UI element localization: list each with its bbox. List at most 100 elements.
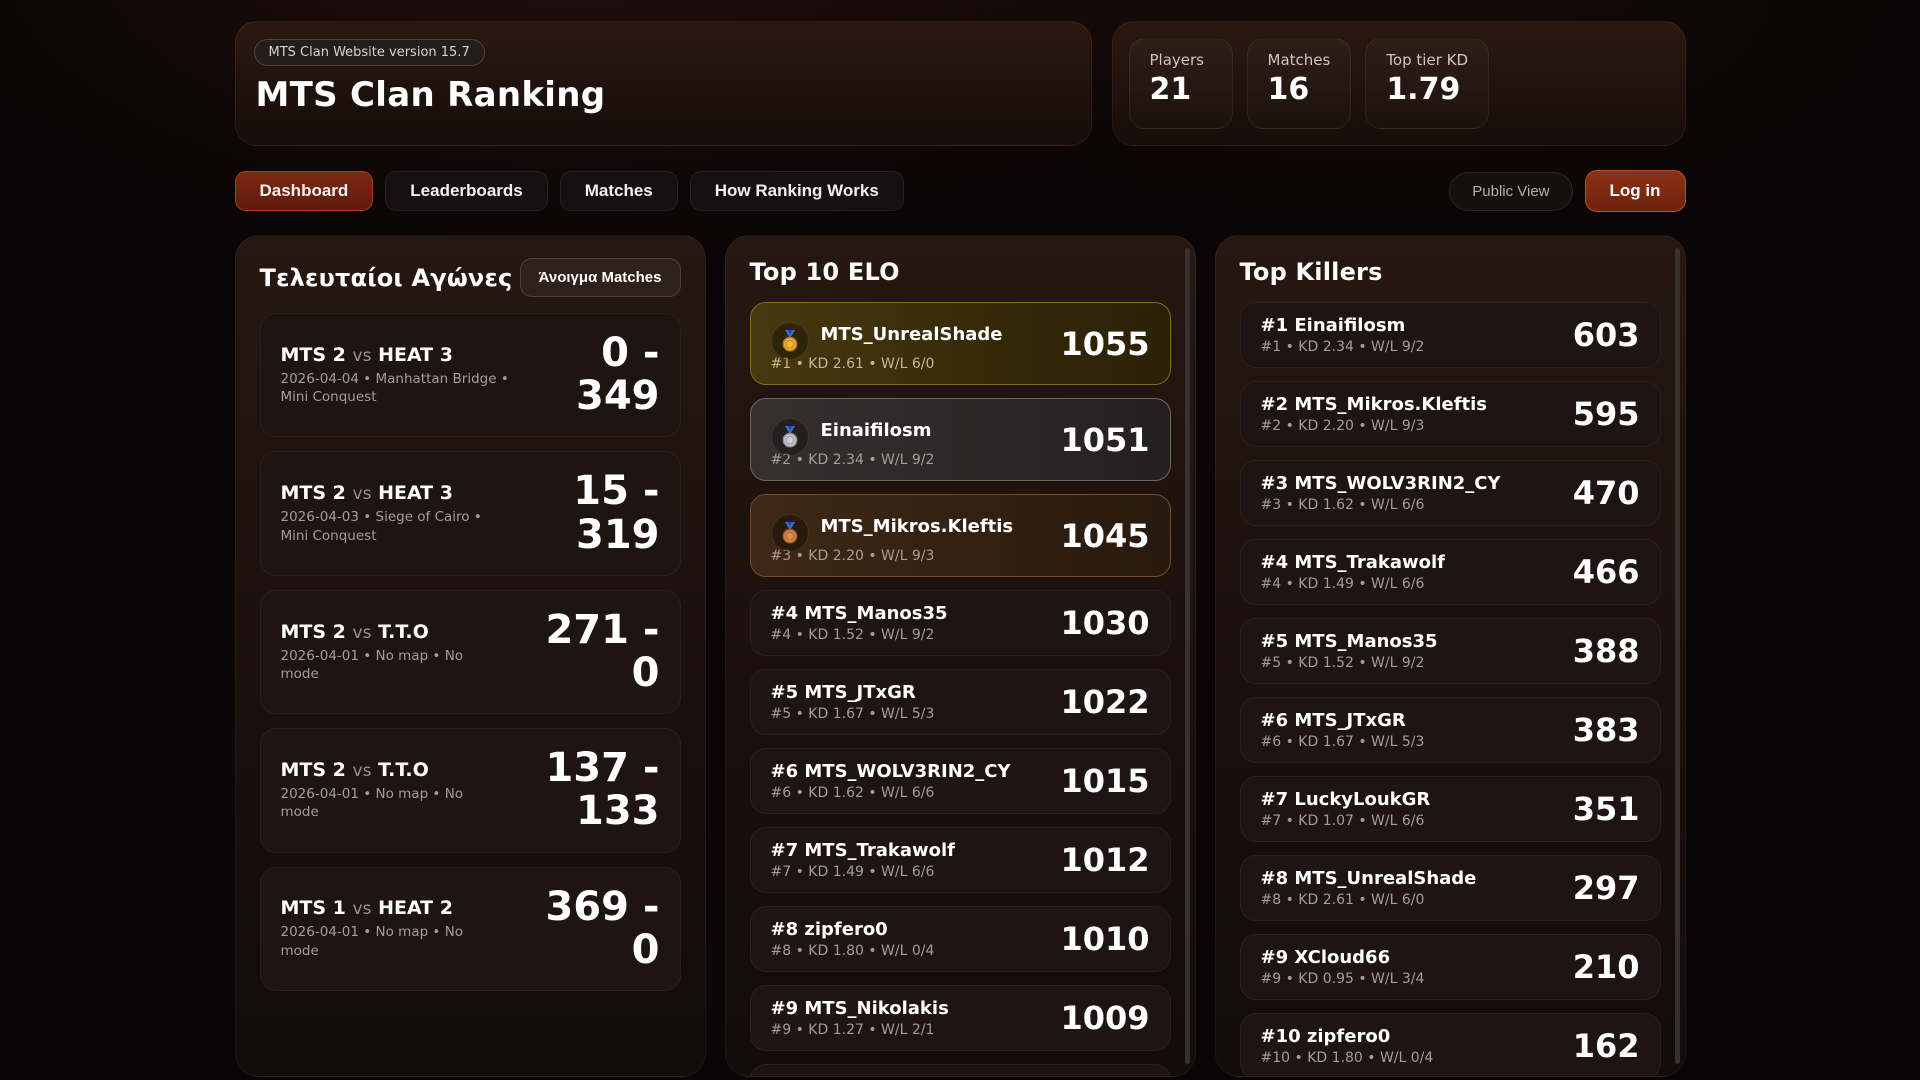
header-card: MTS Clan Website version 15.7 MTS Clan R… (234, 21, 1092, 146)
killer-row: #4 MTS_Trakawolf #4 • KD 1.49 • W/L 6/6 … (1239, 539, 1661, 605)
killer-row: #8 MTS_UnrealShade #8 • KD 2.61 • W/L 6/… (1239, 855, 1661, 921)
player-details: #2 • KD 2.34 • W/L 9/2 (770, 452, 935, 468)
killer-row: #6 MTS_JTxGR #6 • KD 1.67 • W/L 5/3 383 (1239, 697, 1661, 763)
player-details: #7 • KD 1.07 • W/L 6/6 (1260, 813, 1425, 829)
nav-tab[interactable]: How Ranking Works (689, 171, 904, 211)
nav-tab[interactable]: Matches (559, 171, 678, 211)
team-a: MTS 2 (280, 343, 346, 366)
match-score: 0 - 349 (576, 330, 660, 420)
killers-list: #1 Einaifilosm #1 • KD 2.34 • W/L 9/2 60… (1239, 302, 1661, 1076)
match-list: MTS 2 vs HEAT 3 2026-04-04 • Manhattan B… (259, 313, 681, 991)
recent-matches-title: Τελευταίοι Αγώνες (259, 263, 513, 292)
match-title: MTS 1 vs HEAT 2 (281, 897, 499, 919)
player-details: #6 • KD 1.62 • W/L 6/6 (770, 785, 935, 801)
player-details: #3 • KD 2.20 • W/L 9/3 (770, 548, 935, 564)
player-name: Einaifilosm (820, 419, 932, 441)
stat-chip: Top tier KD 1.79 (1365, 38, 1489, 129)
player-name: MTS_UnrealShade (820, 323, 1003, 345)
scrollbar[interactable] (1674, 248, 1680, 1064)
elo-row: #7 MTS_Trakawolf #7 • KD 1.49 • W/L 6/6 … (749, 827, 1171, 893)
stat-label: Players (1149, 51, 1205, 69)
match-card[interactable]: MTS 2 vs HEAT 3 2026-04-04 • Manhattan B… (259, 313, 681, 438)
kills-value: 162 (1572, 1027, 1640, 1065)
top-elo-panel: Top 10 ELO (724, 235, 1196, 1077)
top-killers-title: Top Killers (1239, 258, 1383, 286)
vs-label: vs (352, 484, 372, 505)
stat-value: 1.79 (1386, 72, 1461, 107)
scrollbar[interactable] (1184, 248, 1190, 1064)
stat-chip: Matches 16 (1246, 38, 1352, 129)
stat-label: Matches (1267, 51, 1331, 69)
kills-value: 470 (1572, 474, 1640, 512)
match-details: 2026-04-04 • Manhattan Bridge • Mini Con… (280, 370, 509, 406)
kills-value: 383 (1572, 711, 1640, 749)
team-b: T.T.O (378, 759, 429, 782)
match-details: 2026-04-01 • No map • No mode (280, 924, 464, 959)
vs-label: vs (352, 761, 372, 782)
elo-value: 1045 (1060, 516, 1150, 555)
elo-row: #9 MTS_Nikolakis #9 • KD 1.27 • W/L 2/1 … (749, 985, 1171, 1051)
match-title: MTS 2 vs T.T.O (281, 759, 471, 781)
player-name: #7 MTS_Trakawolf (770, 840, 955, 861)
player-details: #10 • KD 1.80 • W/L 0/4 (1260, 1050, 1434, 1066)
elo-row: Einaifilosm #2 • KD 2.34 • W/L 9/2 1051 (749, 398, 1171, 481)
player-details: #1 • KD 2.34 • W/L 9/2 (1260, 339, 1425, 355)
kills-value: 388 (1572, 632, 1640, 670)
killer-row: #2 MTS_Mikros.Kleftis #2 • KD 2.20 • W/L… (1239, 381, 1661, 447)
player-name: #2 MTS_Mikros.Kleftis (1260, 394, 1488, 415)
elo-value: 1022 (1060, 683, 1150, 721)
match-title: MTS 2 vs HEAT 3 (281, 482, 510, 504)
player-name: #7 LuckyLoukGR (1260, 789, 1431, 810)
medal-icon (770, 513, 809, 552)
player-name: #4 MTS_Manos35 (770, 603, 948, 624)
kills-value: 595 (1572, 395, 1640, 433)
recent-matches-panel: Τελευταίοι Αγώνες Άνοιγμα Matches MTS 2 … (234, 235, 706, 1077)
player-name: #9 MTS_Nikolakis (770, 998, 949, 1019)
player-name: #6 MTS_JTxGR (1260, 710, 1406, 731)
open-matches-button[interactable]: Άνοιγμα Matches (519, 258, 681, 297)
elo-value: 1010 (1060, 920, 1150, 958)
elo-row: #5 MTS_JTxGR #5 • KD 1.67 • W/L 5/3 1022 (749, 669, 1171, 735)
match-details: 2026-04-01 • No map • No mode (280, 647, 464, 682)
match-card[interactable]: MTS 1 vs HEAT 2 2026-04-01 • No map • No… (259, 866, 681, 991)
stat-value: 21 (1149, 72, 1192, 107)
top-killers-panel: Top Killers #1 Einaifilosm #1 • KD 2.34 … (1214, 235, 1686, 1077)
player-name: #5 MTS_JTxGR (770, 682, 916, 703)
team-b: T.T.O (378, 620, 429, 643)
player-details: #5 • KD 1.67 • W/L 5/3 (770, 706, 935, 722)
kills-value: 466 (1572, 553, 1640, 591)
match-score: 15 - 319 (573, 468, 660, 558)
team-a: MTS 2 (280, 482, 346, 505)
team-b: HEAT 3 (378, 343, 453, 366)
vs-label: vs (352, 622, 372, 643)
stat-value: 16 (1267, 72, 1310, 107)
elo-value: 1015 (1060, 762, 1150, 800)
login-button[interactable]: Log in (1584, 170, 1686, 212)
kills-value: 603 (1572, 316, 1640, 354)
match-card[interactable]: MTS 2 vs T.T.O 2026-04-01 • No map • No … (259, 589, 681, 715)
medal-icon (770, 321, 809, 360)
player-name: #9 XCloud66 (1260, 947, 1391, 968)
player-name: #6 MTS_WOLV3RIN2_CY (770, 761, 1011, 782)
match-title: MTS 2 vs T.T.O (281, 621, 499, 643)
player-details: #6 • KD 1.67 • W/L 5/3 (1260, 734, 1425, 750)
player-details: #4 • KD 1.52 • W/L 9/2 (770, 627, 935, 643)
killer-row: #1 Einaifilosm #1 • KD 2.34 • W/L 9/2 60… (1239, 302, 1661, 368)
nav-bar: Dashboard Leaderboards Matches How Ranki… (234, 170, 1686, 212)
player-details: #8 • KD 2.61 • W/L 6/0 (1260, 892, 1425, 908)
match-card[interactable]: MTS 2 vs T.T.O 2026-04-01 • No map • No … (259, 728, 681, 853)
elo-row: #6 MTS_WOLV3RIN2_CY #6 • KD 1.62 • W/L 6… (749, 748, 1171, 814)
player-details: #9 • KD 1.27 • W/L 2/1 (770, 1022, 935, 1038)
player-name: #8 MTS_UnrealShade (1260, 868, 1477, 889)
elo-value: 1012 (1060, 841, 1150, 879)
team-a: MTS 2 (280, 620, 346, 643)
kills-value: 351 (1572, 790, 1640, 828)
nav-tab[interactable]: Dashboard (234, 171, 374, 211)
nav-tab[interactable]: Leaderboards (385, 171, 548, 211)
match-details: 2026-04-01 • No map • No mode (280, 786, 464, 821)
match-details: 2026-04-03 • Siege of Cairo • Mini Conqu… (280, 509, 482, 544)
match-card[interactable]: MTS 2 vs HEAT 3 2026-04-03 • Siege of Ca… (259, 451, 681, 576)
elo-value: 1055 (1060, 324, 1150, 363)
public-view-button[interactable]: Public View (1449, 171, 1573, 211)
